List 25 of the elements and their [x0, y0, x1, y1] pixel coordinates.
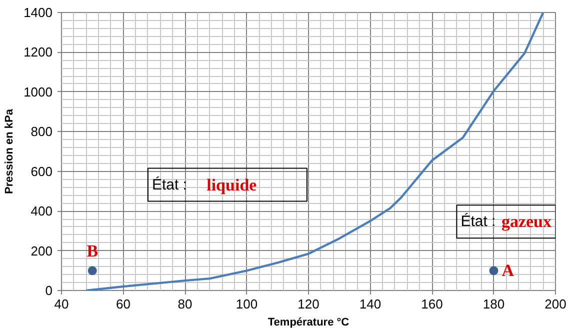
x-tick-label: 40 — [54, 296, 69, 312]
x-tick-label: 140 — [359, 296, 382, 312]
y-tick-label: 1200 — [24, 44, 52, 60]
annotation: État : — [460, 212, 496, 230]
y-tick-label: 200 — [30, 243, 53, 258]
x-axis-title: Température °C — [268, 316, 350, 328]
y-axis-title: Pression en kPa — [4, 108, 16, 194]
annotation: État : — [152, 175, 187, 194]
annotation: liquide — [206, 175, 258, 194]
y-tick-label: 0 — [45, 283, 53, 298]
y-tick-label: 1400 — [24, 5, 52, 20]
y-tick-label: 800 — [30, 124, 53, 140]
x-tick-label: 120 — [298, 296, 320, 312]
x-tick-label: 180 — [482, 296, 505, 312]
annotation: A — [502, 261, 515, 280]
y-tick-label: 600 — [30, 164, 53, 179]
x-tick-label: 100 — [236, 296, 258, 312]
x-tick-label: 160 — [421, 296, 443, 312]
y-tick-label: 400 — [30, 204, 53, 219]
x-tick-label: 80 — [178, 296, 192, 312]
x-tick-label: 200 — [544, 296, 566, 312]
annotation: gazeux — [501, 212, 552, 232]
x-tick-label: 60 — [116, 296, 130, 312]
y-tick-label: 1000 — [24, 84, 52, 100]
annotation: B — [86, 242, 98, 261]
